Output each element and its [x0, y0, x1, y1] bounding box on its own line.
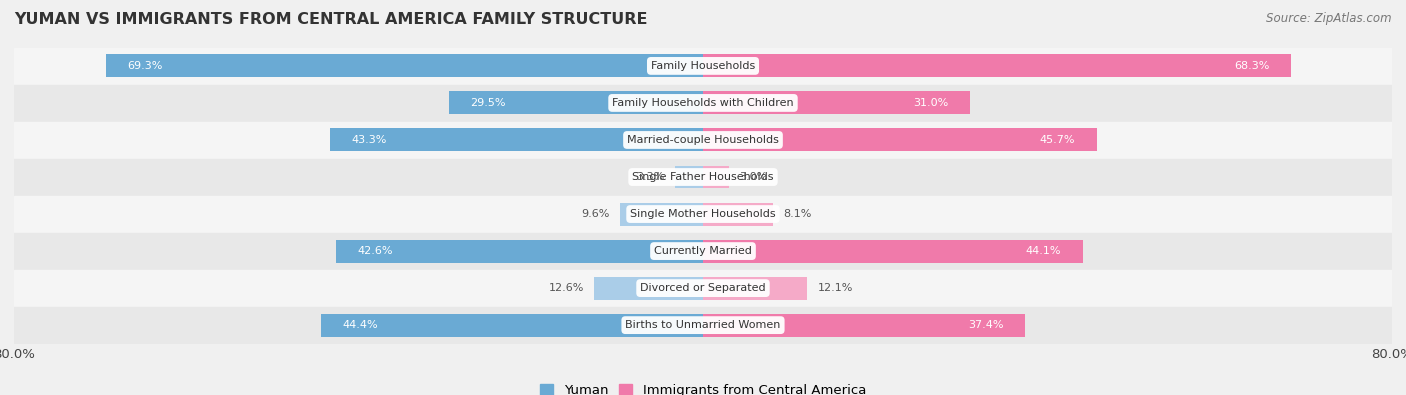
Bar — [703, 166, 728, 188]
Text: 3.3%: 3.3% — [636, 172, 664, 182]
Text: Family Households: Family Households — [651, 61, 755, 71]
Bar — [336, 240, 703, 263]
Text: 44.4%: 44.4% — [342, 320, 378, 330]
Bar — [703, 314, 1025, 337]
Text: Single Father Households: Single Father Households — [633, 172, 773, 182]
Bar — [703, 276, 807, 299]
Text: Source: ZipAtlas.com: Source: ZipAtlas.com — [1267, 12, 1392, 25]
Bar — [703, 240, 1083, 263]
Text: Married-couple Households: Married-couple Households — [627, 135, 779, 145]
Bar — [703, 203, 773, 226]
Text: 69.3%: 69.3% — [128, 61, 163, 71]
Text: Divorced or Separated: Divorced or Separated — [640, 283, 766, 293]
Text: 12.1%: 12.1% — [817, 283, 853, 293]
Text: 42.6%: 42.6% — [357, 246, 394, 256]
Bar — [14, 233, 1392, 269]
Text: 68.3%: 68.3% — [1234, 61, 1270, 71]
Bar — [620, 203, 703, 226]
Bar — [330, 128, 703, 151]
Bar — [14, 196, 1392, 232]
Bar — [14, 270, 1392, 306]
Text: Currently Married: Currently Married — [654, 246, 752, 256]
Bar — [321, 314, 703, 337]
Text: 45.7%: 45.7% — [1039, 135, 1076, 145]
Bar — [703, 128, 1097, 151]
Bar — [703, 92, 970, 115]
Bar — [14, 48, 1392, 84]
Bar — [675, 166, 703, 188]
Legend: Yuman, Immigrants from Central America: Yuman, Immigrants from Central America — [534, 379, 872, 395]
Bar — [449, 92, 703, 115]
Text: 12.6%: 12.6% — [548, 283, 583, 293]
Bar — [595, 276, 703, 299]
Text: 29.5%: 29.5% — [471, 98, 506, 108]
Text: 3.0%: 3.0% — [740, 172, 768, 182]
Text: 9.6%: 9.6% — [582, 209, 610, 219]
Text: Single Mother Households: Single Mother Households — [630, 209, 776, 219]
Bar — [107, 55, 703, 77]
Text: Family Households with Children: Family Households with Children — [612, 98, 794, 108]
Bar — [14, 122, 1392, 158]
Bar — [703, 55, 1291, 77]
Text: 31.0%: 31.0% — [912, 98, 949, 108]
Bar — [14, 159, 1392, 195]
Text: 43.3%: 43.3% — [352, 135, 387, 145]
Text: 8.1%: 8.1% — [783, 209, 811, 219]
Bar — [14, 85, 1392, 121]
Text: Births to Unmarried Women: Births to Unmarried Women — [626, 320, 780, 330]
Text: 37.4%: 37.4% — [969, 320, 1004, 330]
Bar — [14, 307, 1392, 343]
Text: 44.1%: 44.1% — [1026, 246, 1062, 256]
Text: YUMAN VS IMMIGRANTS FROM CENTRAL AMERICA FAMILY STRUCTURE: YUMAN VS IMMIGRANTS FROM CENTRAL AMERICA… — [14, 12, 648, 27]
